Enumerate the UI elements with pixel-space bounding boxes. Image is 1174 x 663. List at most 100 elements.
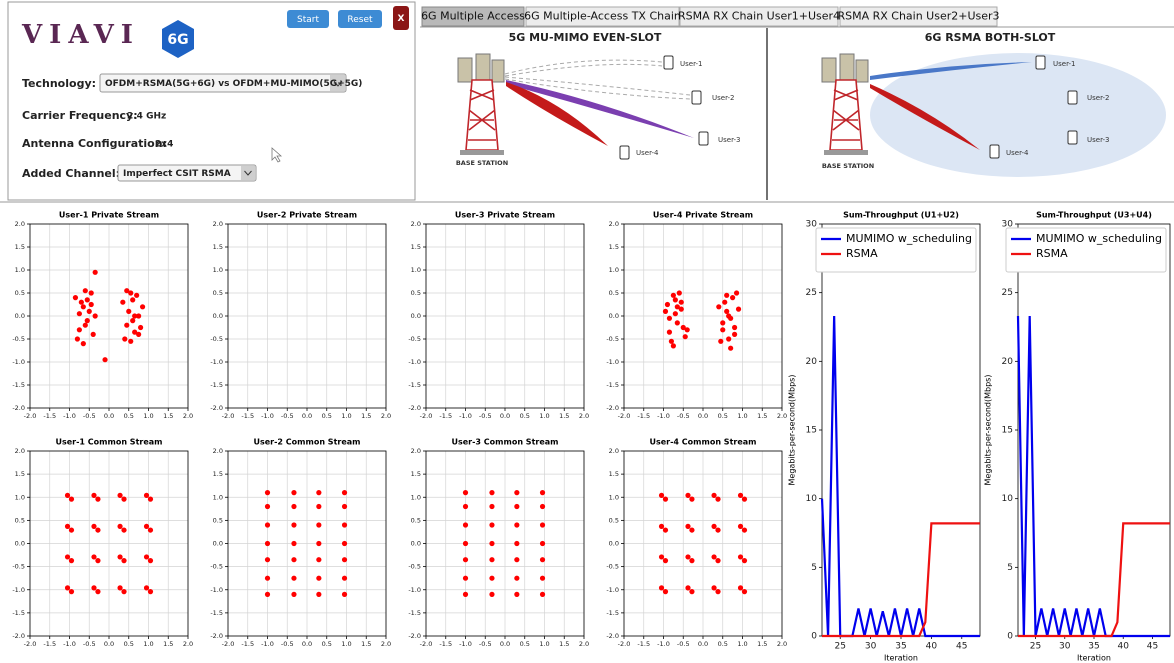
- point: [540, 504, 545, 509]
- x-tick-label: -1.0: [63, 640, 76, 648]
- point: [291, 592, 296, 597]
- point: [514, 504, 519, 509]
- badge: 6G: [167, 32, 188, 48]
- y-tick-label: 1.0: [15, 493, 25, 501]
- plot-area: [1018, 224, 1170, 636]
- point: [120, 300, 125, 305]
- y-tick-label: 0.0: [609, 312, 619, 320]
- x-tick-label: 0.5: [718, 412, 728, 420]
- y-tick-label: -1.5: [12, 609, 25, 617]
- x-tick-label: 2.0: [381, 412, 391, 420]
- tab-label[interactable]: 6G Multiple Access: [421, 10, 525, 23]
- field-value: 2x4: [155, 140, 173, 150]
- point: [463, 522, 468, 527]
- x-tick-label: -2.0: [420, 640, 433, 648]
- y-tick-label: -1.0: [210, 586, 223, 594]
- start-label[interactable]: Start: [297, 15, 319, 25]
- x-tick-label: 0.5: [520, 412, 530, 420]
- close-label[interactable]: X: [398, 14, 405, 24]
- point: [342, 592, 347, 597]
- point: [685, 554, 690, 559]
- point: [65, 585, 70, 590]
- point: [489, 490, 494, 495]
- reset-label[interactable]: Reset: [347, 15, 373, 25]
- y-tick-label: 1.0: [213, 266, 223, 274]
- y-tick-label: -2.0: [606, 632, 619, 640]
- y-tick-label: 20: [806, 357, 818, 367]
- chart-title: User-1 Common Stream: [55, 438, 162, 447]
- point: [715, 497, 720, 502]
- y-tick-label: -2.0: [606, 404, 619, 412]
- x-tick-label: -1.5: [241, 640, 254, 648]
- point: [85, 318, 90, 323]
- y-tick-label: 0.0: [411, 312, 421, 320]
- point: [265, 490, 270, 495]
- y-tick-label: 15: [806, 426, 817, 436]
- y-tick-label: 1.5: [609, 243, 619, 251]
- x-tick-label: -0.5: [83, 412, 96, 420]
- point: [83, 323, 88, 328]
- x-tick-label: 1.0: [539, 412, 549, 420]
- point: [102, 357, 107, 362]
- antenna: [476, 54, 490, 80]
- tab-label[interactable]: 6G Multiple-Access TX Chain: [524, 10, 681, 23]
- x-tick-label: -1.5: [43, 412, 56, 420]
- point: [742, 589, 747, 594]
- y-tick-label: -1.5: [210, 381, 223, 389]
- point: [148, 589, 153, 594]
- x-tick-label: 45: [956, 642, 967, 652]
- device: [1036, 56, 1045, 69]
- y-tick-label: 1.5: [213, 470, 223, 478]
- point: [715, 558, 720, 563]
- point: [121, 527, 126, 532]
- point: [677, 290, 682, 295]
- point: [138, 325, 143, 330]
- point: [732, 325, 737, 330]
- legend-label: RSMA: [1036, 247, 1068, 260]
- x-tick-label: 2.0: [777, 640, 787, 648]
- x-tick-label: 30: [865, 642, 877, 652]
- x-tick-label: 25: [835, 642, 846, 652]
- x-tick-label: -2.0: [222, 412, 235, 420]
- point: [675, 304, 680, 309]
- x-tick-label: 30: [1059, 642, 1071, 652]
- y-tick-label: 2.0: [411, 220, 421, 228]
- point: [121, 497, 126, 502]
- point: [316, 557, 321, 562]
- point: [316, 504, 321, 509]
- y-tick-label: 2.0: [609, 220, 619, 228]
- y-tick-label: -2.0: [12, 404, 25, 412]
- x-tick-label: -1.5: [439, 640, 452, 648]
- chart-title: Sum-Throughput (U1+U2): [843, 211, 959, 220]
- point: [342, 522, 347, 527]
- y-tick-label: 1.0: [609, 266, 619, 274]
- y-tick-label: -1.0: [12, 358, 25, 366]
- y-tick-label: 15: [1002, 426, 1013, 436]
- point: [316, 490, 321, 495]
- x-tick-label: 40: [1118, 642, 1130, 652]
- y-tick-label: 0.5: [609, 516, 619, 524]
- point: [489, 504, 494, 509]
- point: [726, 336, 731, 341]
- x-tick-label: 1.0: [143, 412, 153, 420]
- y-tick-label: -0.5: [210, 563, 223, 571]
- x-tick-label: -0.5: [281, 640, 294, 648]
- field-value[interactable]: Imperfect CSIT RSMA: [123, 169, 231, 179]
- point: [128, 339, 133, 344]
- dropdown-arrow-box[interactable]: [241, 166, 255, 180]
- y-tick-label: 0.5: [15, 289, 25, 297]
- y-tick-label: 10: [1002, 494, 1014, 504]
- y-tick-label: 1.5: [411, 243, 421, 251]
- point: [95, 497, 100, 502]
- y-tick-label: 0.5: [411, 516, 421, 524]
- x-tick-label: -1.5: [637, 640, 650, 648]
- tab-label[interactable]: RSMA RX Chain User1+User4: [678, 10, 840, 23]
- tab-label[interactable]: RSMA RX Chain User2+User3: [837, 10, 999, 23]
- point: [291, 490, 296, 495]
- field-value[interactable]: OFDM+RSMA(5G+6G) vs OFDM+MU-MIMO(5G+5G): [105, 79, 362, 89]
- x-tick-label: 1.0: [539, 640, 549, 648]
- y-tick-label: 0.0: [15, 312, 25, 320]
- point: [720, 327, 725, 332]
- point: [342, 490, 347, 495]
- y-tick-label: -2.0: [408, 632, 421, 640]
